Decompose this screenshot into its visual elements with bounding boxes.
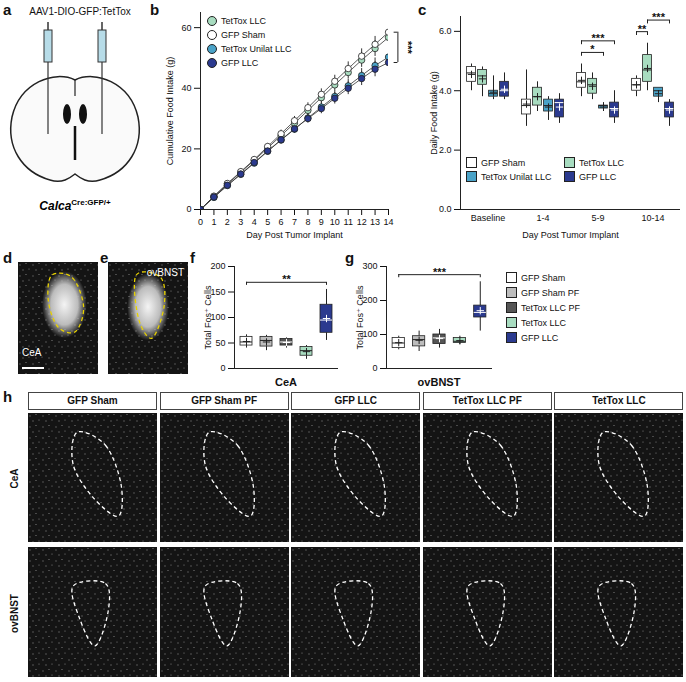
- html-text:TetTox LLC: TetTox LLC: [592, 395, 646, 406]
- html-text:TetTox LLC PF: TetTox LLC PF: [521, 302, 580, 313]
- svg-text:1-4: 1-4: [536, 213, 549, 223]
- html-text:ovBNST: ovBNST: [417, 376, 461, 388]
- svg-text:2.0: 2.0: [439, 145, 452, 155]
- html-text:GFP LLC: GFP LLC: [521, 332, 559, 343]
- html-text:d: d: [3, 249, 13, 266]
- svg-text:CeA: CeA: [22, 347, 42, 358]
- svg-text:100: 100: [362, 329, 378, 340]
- html-text:GFP LLC: GFP LLC: [334, 395, 377, 406]
- svg-text:5: 5: [265, 217, 270, 227]
- svg-text:*: *: [590, 43, 595, 55]
- svg-text:0: 0: [186, 204, 191, 214]
- svg-text:Total Fos⁺ Cells: Total Fos⁺ Cells: [203, 285, 213, 349]
- svg-text:50: 50: [215, 338, 225, 348]
- svg-text:9: 9: [319, 217, 324, 227]
- svg-text:200: 200: [362, 295, 378, 306]
- html-text:TetTox Unilat LLC: TetTox Unilat LLC: [481, 171, 552, 182]
- svg-text:CalcaCre:GFP/+: CalcaCre:GFP/+: [39, 198, 111, 213]
- svg-text:11: 11: [344, 217, 353, 227]
- html-text:GFP Sham PF: GFP Sham PF: [521, 287, 580, 298]
- html-text:e: e: [100, 249, 109, 266]
- svg-text:4: 4: [252, 217, 257, 227]
- html-text:GFP Sham: GFP Sham: [67, 395, 118, 406]
- svg-text:5-9: 5-9: [591, 213, 604, 223]
- svg-text:100: 100: [210, 312, 226, 323]
- svg-text:ovBNST: ovBNST: [147, 267, 184, 278]
- html-text:TetTox LLC: TetTox LLC: [579, 157, 624, 168]
- svg-text:10: 10: [330, 217, 340, 227]
- html-text:f: f: [190, 249, 195, 266]
- svg-text:7: 7: [292, 217, 297, 227]
- svg-text:Daily Food Intake (g): Daily Food Intake (g): [429, 71, 439, 155]
- html-text:b: b: [150, 1, 160, 18]
- html-text:c: c: [418, 1, 427, 18]
- svg-text:***: ***: [592, 32, 606, 44]
- svg-text:60: 60: [181, 23, 191, 33]
- svg-text:20: 20: [181, 144, 191, 154]
- svg-text:Baseline: Baseline: [471, 213, 506, 223]
- svg-text:40: 40: [181, 83, 191, 93]
- svg-text:150: 150: [210, 286, 226, 297]
- svg-text:3: 3: [238, 217, 243, 227]
- html-text:TetTox LLC: TetTox LLC: [221, 16, 266, 26]
- svg-text:0.0: 0.0: [439, 204, 452, 214]
- svg-text:8: 8: [305, 217, 310, 227]
- html-text:GFP Sham: GFP Sham: [521, 272, 566, 283]
- svg-text:10-14: 10-14: [641, 213, 664, 223]
- svg-text:***: ***: [652, 11, 666, 23]
- svg-text:200: 200: [210, 261, 225, 271]
- svg-text:0: 0: [220, 363, 225, 373]
- html-text:CeA: CeA: [275, 376, 297, 388]
- html-text:ovBNST: ovBNST: [8, 593, 20, 633]
- svg-text:2: 2: [225, 217, 230, 227]
- svg-text:1: 1: [211, 217, 216, 227]
- html-text:TetTox Unilat LLC: TetTox Unilat LLC: [221, 44, 292, 54]
- svg-text:12: 12: [357, 217, 367, 227]
- svg-text:6: 6: [279, 217, 284, 227]
- svg-text:***: ***: [402, 41, 414, 55]
- svg-text:***: ***: [433, 266, 447, 278]
- html-text:GFP LLC: GFP LLC: [579, 171, 617, 182]
- html-text:GFP Sham PF: GFP Sham PF: [191, 395, 258, 406]
- html-text:GFP LLC: GFP LLC: [221, 58, 259, 68]
- svg-text:13: 13: [370, 217, 380, 227]
- html-text:a: a: [3, 1, 12, 18]
- svg-text:Cumulative Food Intake (g): Cumulative Food Intake (g): [165, 57, 175, 166]
- svg-text:4.0: 4.0: [439, 86, 452, 96]
- html-text:TetTox LLC PF: TetTox LLC PF: [452, 395, 522, 406]
- html-text:g: g: [345, 249, 355, 266]
- svg-text:0: 0: [372, 363, 377, 373]
- svg-text:0: 0: [198, 217, 203, 227]
- svg-text:6.0: 6.0: [439, 26, 452, 36]
- html-text:TetTox LLC: TetTox LLC: [521, 317, 566, 328]
- html-text:AAV1-DIO-GFP:TetTox: AAV1-DIO-GFP:TetTox: [29, 6, 131, 17]
- html-text:CeA: CeA: [8, 468, 20, 489]
- svg-text:Day Post Tumor Implant: Day Post Tumor Implant: [522, 230, 619, 240]
- svg-text:**: **: [638, 23, 647, 35]
- svg-text:Day Post Tumor Implant: Day Post Tumor Implant: [246, 230, 343, 240]
- svg-text:14: 14: [383, 217, 393, 227]
- svg-text:300: 300: [362, 261, 377, 271]
- html-text:GFP Sham: GFP Sham: [481, 157, 526, 168]
- svg-text:Total Fos⁺ Cells: Total Fos⁺ Cells: [355, 285, 365, 349]
- svg-text:**: **: [282, 273, 291, 285]
- html-text:h: h: [3, 388, 13, 405]
- html-text:GFP Sham: GFP Sham: [221, 30, 266, 40]
